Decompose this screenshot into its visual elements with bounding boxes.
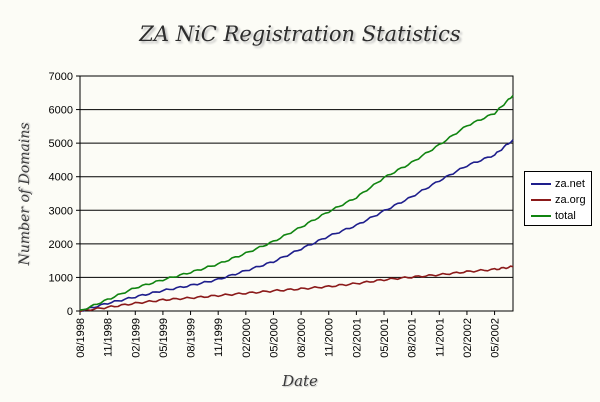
x-tick-label: 02/1999 <box>130 318 142 358</box>
x-tick-label: 08/1998 <box>75 318 87 358</box>
x-tick-label: 11/2000 <box>324 318 336 357</box>
y-axis-ticks: 0 1000 2000 3000 4000 5000 6000 7000 <box>49 71 80 318</box>
x-tick-label: 02/2000 <box>241 318 253 358</box>
x-tick-label: 05/1999 <box>158 318 170 358</box>
y-tick-label: 6000 <box>49 105 73 117</box>
y-tick-label: 3000 <box>49 205 73 217</box>
x-tick-label: 08/2001 <box>407 318 419 358</box>
legend-item-za-org: za.org <box>531 193 586 207</box>
legend: za.net za.org total <box>524 171 592 226</box>
legend-swatch-za-org <box>531 199 551 202</box>
plot-frame <box>79 75 514 312</box>
x-tick-label: 11/1999 <box>213 318 225 357</box>
legend-label-total: total <box>555 210 576 223</box>
legend-swatch-total <box>531 215 551 218</box>
y-tick-label: 5000 <box>49 138 73 150</box>
y-tick-label: 1000 <box>49 272 73 284</box>
legend-label-za-net: za.net <box>555 178 585 191</box>
legend-item-total: total <box>531 209 576 223</box>
legend-swatch-za-net <box>531 183 551 186</box>
x-tick-label: 11/1998 <box>103 318 115 357</box>
series-line-total <box>79 94 514 311</box>
legend-label-za-org: za.org <box>555 194 586 207</box>
series-line-za-net <box>79 139 514 312</box>
x-tick-label: 05/2001 <box>379 318 391 358</box>
grid-lines <box>80 109 513 278</box>
x-axis-title: Date <box>282 372 318 390</box>
x-tick-label: 05/2000 <box>268 318 280 358</box>
y-tick-label: 7000 <box>49 71 73 83</box>
chart-title: ZA NiC Registration Statistics <box>139 22 461 46</box>
x-tick-label: 08/2000 <box>296 318 308 358</box>
y-tick-label: 0 <box>67 306 73 318</box>
x-tick-label: 11/2001 <box>434 318 446 357</box>
x-tick-label: 05/2002 <box>490 318 502 358</box>
series-lines <box>79 94 514 313</box>
x-axis-ticks: 08/1998 11/1998 02/1999 05/1999 08/1999 11/19… <box>75 311 502 358</box>
y-tick-label: 2000 <box>49 239 73 251</box>
x-tick-label: 02/2002 <box>462 318 474 358</box>
x-tick-label: 08/1999 <box>186 318 198 358</box>
x-tick-label: 02/2001 <box>351 318 363 358</box>
series-line-za-org <box>79 265 514 313</box>
y-tick-label: 4000 <box>49 172 73 184</box>
legend-item-za-net: za.net <box>531 177 585 191</box>
